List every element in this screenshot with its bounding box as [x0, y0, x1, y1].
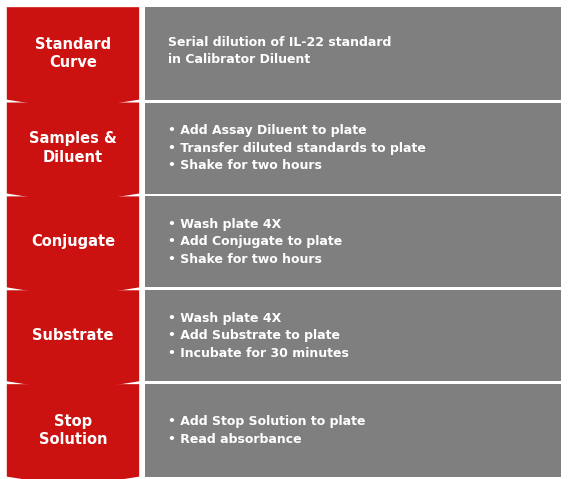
Polygon shape [145, 384, 561, 477]
Text: Conjugate: Conjugate [31, 234, 115, 250]
Text: • Read absorbance: • Read absorbance [168, 433, 301, 445]
Polygon shape [145, 290, 561, 381]
Polygon shape [145, 7, 561, 100]
Text: Stop
Solution: Stop Solution [39, 413, 107, 447]
Text: • Shake for two hours: • Shake for two hours [168, 159, 321, 172]
Polygon shape [7, 384, 139, 479]
Polygon shape [7, 7, 139, 110]
Polygon shape [145, 196, 561, 287]
Text: • Shake for two hours: • Shake for two hours [168, 252, 321, 266]
Text: Substrate: Substrate [32, 328, 114, 343]
Text: Serial dilution of IL-22 standard
in Calibrator Diluent: Serial dilution of IL-22 standard in Cal… [168, 36, 391, 66]
Polygon shape [7, 103, 139, 204]
Text: • Add Substrate to plate: • Add Substrate to plate [168, 329, 340, 342]
Polygon shape [7, 196, 139, 298]
Text: • Transfer diluted standards to plate: • Transfer diluted standards to plate [168, 141, 425, 155]
Text: Samples &
Diluent: Samples & Diluent [29, 131, 117, 165]
Text: • Wash plate 4X: • Wash plate 4X [168, 312, 281, 325]
Polygon shape [145, 103, 561, 194]
Text: • Add Assay Diluent to plate: • Add Assay Diluent to plate [168, 124, 366, 137]
Text: • Add Conjugate to plate: • Add Conjugate to plate [168, 235, 342, 249]
Text: Standard
Curve: Standard Curve [35, 36, 111, 70]
Text: • Incubate for 30 minutes: • Incubate for 30 minutes [168, 346, 348, 360]
Polygon shape [7, 290, 139, 392]
Text: • Wash plate 4X: • Wash plate 4X [168, 218, 281, 231]
Text: • Add Stop Solution to plate: • Add Stop Solution to plate [168, 415, 365, 428]
